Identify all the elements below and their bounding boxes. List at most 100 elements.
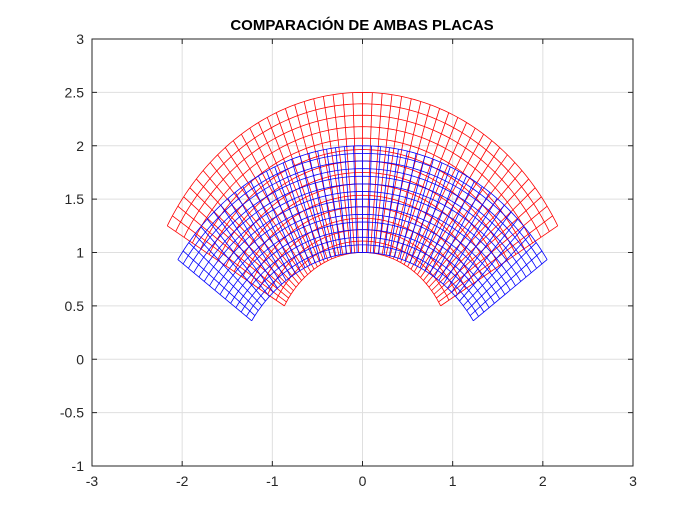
mesh-series-2 (177, 145, 548, 322)
mesh-spoke (234, 192, 287, 281)
chart-title: COMPARACIÓN DE AMBAS PLACAS (230, 16, 493, 34)
mesh-spoke (249, 127, 318, 267)
mesh-spoke (258, 175, 301, 271)
mesh-spoke (366, 92, 373, 253)
mesh-spoke (227, 198, 283, 285)
x-tick-label: 2 (539, 473, 547, 489)
mesh-spoke (451, 211, 512, 293)
mesh-spoke (429, 180, 475, 274)
mesh-spoke (404, 159, 434, 261)
mesh-spoke (414, 166, 451, 266)
y-tick-label: 2.5 (65, 84, 85, 100)
mesh-spoke (372, 146, 381, 254)
mesh-spoke (213, 211, 274, 293)
y-tick-label: -0.5 (60, 405, 84, 421)
mesh-spoke (381, 98, 412, 256)
y-tick-label: 1.5 (65, 191, 85, 207)
mesh-spoke (220, 204, 278, 289)
y-tick-label: 2 (76, 138, 84, 154)
y-tick-label: -1 (72, 458, 85, 474)
mesh-spoke (308, 153, 331, 258)
mesh-spoke (394, 153, 417, 258)
mesh-spoke (274, 166, 311, 266)
x-tick-label: 3 (629, 473, 637, 489)
mesh-spoke (433, 196, 542, 295)
mesh-spoke (332, 94, 352, 254)
y-tick-label: 1 (76, 245, 84, 261)
mesh-spoke (459, 226, 525, 302)
mesh-spoke (369, 93, 383, 253)
mesh-spoke (188, 242, 259, 311)
mesh-spoke (469, 250, 543, 316)
mesh-spoke (317, 151, 337, 256)
mesh-spoke (410, 133, 484, 270)
mesh-spoke (335, 147, 347, 254)
mesh-spoke (294, 104, 336, 258)
mesh-spoke (303, 101, 340, 257)
mesh-spoke (313, 98, 344, 256)
mesh-spoke (285, 108, 333, 260)
mesh-spoke (167, 225, 285, 307)
mesh-spoke (389, 104, 431, 258)
mesh-spoke (258, 122, 322, 265)
mesh-spoke (438, 192, 491, 281)
mesh-spoke (388, 151, 408, 256)
mesh-spoke (438, 215, 553, 303)
mesh-spoke (342, 93, 356, 253)
mesh-spoke (266, 171, 306, 268)
mesh-spoke (322, 96, 348, 255)
mesh-spoke (217, 154, 305, 278)
mesh-spoke (420, 154, 508, 278)
mesh-spoke (447, 204, 505, 289)
x-tick-label: -3 (86, 473, 99, 489)
mesh-spoke (224, 147, 308, 275)
mesh-spoke (194, 234, 263, 307)
mesh-spoke (299, 156, 326, 259)
x-tick-label: 1 (449, 473, 457, 489)
mesh-spoke (291, 159, 321, 261)
mesh-spoke (242, 186, 292, 278)
mesh-spoke (189, 187, 294, 291)
mesh-spoke (241, 133, 315, 270)
mesh-spoke (442, 198, 498, 285)
mesh-spoke (182, 250, 256, 316)
mesh-spoke (373, 94, 393, 254)
mesh-spoke (353, 145, 358, 253)
mesh-spoke (455, 218, 519, 297)
mesh-spoke (383, 149, 399, 255)
mesh-spoke (473, 259, 548, 322)
x-tick-label: 0 (359, 473, 367, 489)
mesh-spoke (399, 156, 426, 259)
mesh-spoke (392, 108, 440, 260)
y-tick-label: 3 (76, 31, 84, 47)
mesh-spoke (419, 171, 459, 268)
y-tick-label: 0 (76, 351, 84, 367)
mesh-spoke (385, 101, 422, 257)
mesh-spoke (172, 215, 287, 303)
tick-labels: -3 -2 -1 0 1 2 3 -1 -0.5 0 0.5 1 1.5 2 2.5 3 (60, 31, 637, 489)
mesh-spoke (403, 122, 467, 265)
mesh-spoke (183, 196, 292, 295)
y-tick-label: 0.5 (65, 298, 85, 314)
mesh-spoke (378, 147, 390, 254)
mesh-spoke (440, 225, 558, 307)
mesh-spoke (417, 147, 501, 275)
mesh-spoke (431, 187, 536, 291)
mesh-spoke (462, 234, 531, 307)
mesh-spoke (177, 259, 252, 322)
mesh-spoke (409, 162, 443, 263)
mesh-spoke (326, 149, 342, 255)
mesh-spoke (282, 162, 316, 263)
mesh-spoke (424, 175, 467, 271)
mesh-spoke (250, 180, 296, 274)
mesh-spoke (352, 92, 359, 253)
mesh-layer (166, 91, 559, 322)
mesh-spoke (367, 145, 372, 253)
mesh-spoke (377, 96, 403, 255)
mesh-spoke (344, 146, 353, 254)
x-tick-label: -2 (176, 473, 189, 489)
mesh-spoke (433, 186, 483, 278)
mesh-spoke (200, 226, 266, 302)
mesh-spoke (466, 242, 537, 311)
